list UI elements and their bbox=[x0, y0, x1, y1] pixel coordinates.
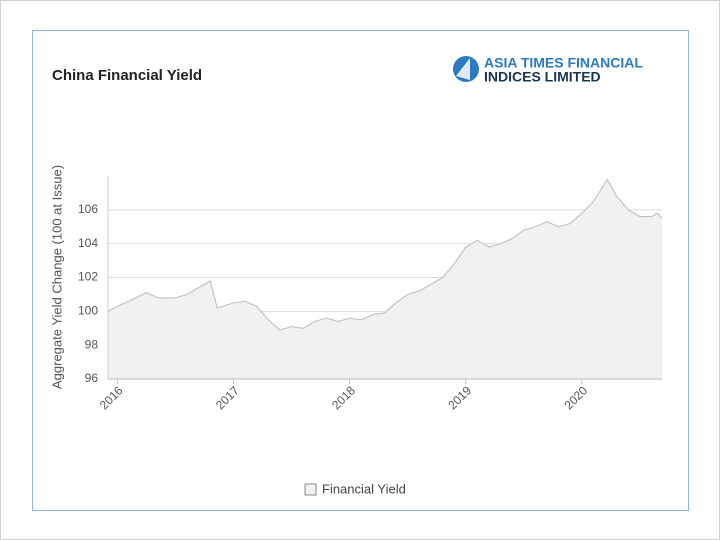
logo-icon-mark bbox=[456, 58, 470, 80]
y-tick-label: 100 bbox=[78, 304, 98, 318]
y-axis-label: Aggregate Yield Change (100 at Issue) bbox=[49, 165, 64, 389]
legend-swatch bbox=[304, 483, 317, 496]
y-tick-label: 98 bbox=[85, 337, 99, 351]
y-tick-label: 106 bbox=[78, 202, 98, 216]
area bbox=[108, 179, 662, 379]
chart-title: China Financial Yield bbox=[52, 67, 202, 84]
legend-label: Financial Yield bbox=[322, 481, 406, 496]
brand-line: INDICES LIMITED bbox=[484, 69, 601, 85]
brand-line: ASIA TIMES FINANCIAL bbox=[484, 55, 643, 71]
logo: ASIA TIMES FINANCIAL INDICES LIMITED bbox=[453, 55, 643, 85]
y-tick-label: 96 bbox=[85, 371, 99, 385]
y-tick-label: 104 bbox=[78, 236, 98, 250]
series-line bbox=[107, 178, 663, 331]
y-tick-label: 102 bbox=[78, 270, 98, 284]
